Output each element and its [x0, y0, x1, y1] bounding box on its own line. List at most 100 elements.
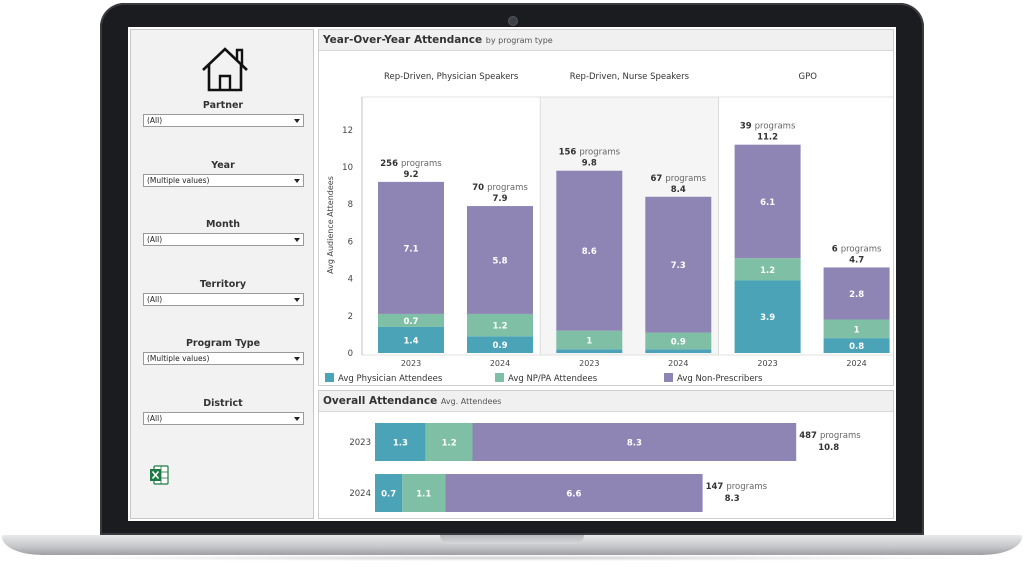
chevron-down-icon: [294, 238, 300, 242]
filter-sidebar: Partner (All) Year (Multiple values) Month (A…: [130, 29, 314, 519]
bar-total-label: 9.8: [582, 159, 597, 169]
program-count-value: 487: [799, 431, 817, 441]
x-tick-label: 2024: [490, 359, 510, 368]
hbar-segment-label: 6.6: [566, 490, 581, 500]
laptop-base: [2, 535, 1022, 555]
program-count-value: 70: [472, 183, 484, 193]
yoy-stacked-bar-chart: Rep-Driven, Physician Speakers Rep-Driven…: [325, 72, 893, 384]
program-count-label: 70 programs: [472, 183, 528, 193]
legend-entry: Avg Non-Prescribers: [677, 374, 763, 384]
bar-segment-nonprescriber: [467, 206, 533, 314]
bar-segment-nonprescriber: [556, 170, 623, 331]
bar-segment-physician: [823, 338, 890, 353]
y-tick-label: 10: [342, 163, 353, 173]
bar-segment-label: 5.8: [492, 257, 507, 267]
yoy-subtitle: by program type: [485, 36, 553, 45]
filter-select-month[interactable]: (All): [143, 233, 304, 246]
y-axis-label: Avg Audience Attendees: [326, 176, 335, 274]
filter-select-program-type[interactable]: (Multiple values): [143, 352, 304, 365]
program-count-label: 39 programs: [740, 122, 796, 132]
chart-panel-header: Rep-Driven, Nurse Speakers: [570, 72, 690, 82]
chart-panel-header: GPO: [799, 72, 818, 82]
hbar-total-label: 8.3: [725, 494, 740, 504]
row-year-label: 2024: [349, 489, 371, 499]
bar-segment-label: 1.2: [760, 266, 775, 276]
hbar-segment-nppa: [402, 474, 446, 512]
x-tick-label: 2024: [846, 359, 866, 368]
bar-segment-nonprescriber: [734, 144, 801, 259]
filter-select-value: (Multiple values): [147, 354, 210, 363]
legend-swatch: [325, 373, 334, 382]
x-tick-label: 2024: [668, 359, 688, 368]
y-tick-label: 0: [348, 349, 353, 359]
filter-label-program-type: Program Type: [185, 338, 261, 349]
program-count-value: 256: [380, 159, 398, 169]
bar-segment-label: 1.2: [492, 322, 507, 332]
filter-select-value: (Multiple values): [147, 176, 210, 185]
legend-entry: Avg NP/PA Attendees: [508, 374, 598, 384]
bar-segment-nonprescriber: [378, 181, 444, 314]
filter-label-month: Month: [205, 219, 241, 230]
program-count-value: 156: [559, 148, 577, 158]
bar-segment-label: 1.4: [403, 336, 418, 346]
bar-segment-nppa: [556, 330, 623, 350]
program-count-suffix: programs: [820, 431, 861, 441]
bar-segment-label: 1: [586, 336, 592, 346]
bar-segment-physician: [378, 326, 444, 353]
overall-title: Overall Attendance: [323, 395, 438, 407]
y-tick-label: 4: [348, 275, 353, 285]
program-count-value: 6: [832, 244, 838, 254]
overall-subtitle: Avg. Attendees: [440, 397, 502, 406]
program-count-label: 147 programs: [706, 482, 768, 492]
chevron-down-icon: [294, 298, 300, 302]
program-count-suffix: programs: [579, 148, 620, 158]
bar-segment-nppa: [823, 319, 890, 339]
home-icon[interactable]: [201, 46, 249, 92]
filter-label-year: Year: [211, 160, 235, 171]
hbar-segment-label: 0.7: [381, 490, 396, 500]
bar-segment-physician: [645, 349, 712, 353]
bar-segment-label: 0.9: [492, 341, 507, 351]
excel-export-icon[interactable]: [149, 465, 169, 485]
filter-select-district[interactable]: (All): [143, 412, 304, 425]
chart-panel-header: Rep-Driven, Physician Speakers: [384, 72, 519, 82]
bar-segment-nonprescriber: [823, 267, 890, 320]
bar-segment-nppa: [734, 258, 801, 281]
bar-segment-label: 0.7: [403, 317, 418, 327]
x-tick-label: 2023: [579, 359, 599, 368]
filter-select-value: (All): [147, 414, 163, 423]
hbar-segment-nppa: [425, 423, 473, 461]
bar-total-label: 11.2: [757, 133, 778, 143]
bar-segment-physician: [467, 336, 533, 353]
hbar-segment-label: 8.3: [627, 439, 642, 449]
bar-total-label: 7.9: [492, 194, 507, 204]
hbar-segment-nonprescriber: [472, 423, 797, 461]
bar-segment-physician: [556, 349, 623, 353]
overall-attendance-panel: Overall Attendance Avg. Attendees 2023 1.…: [318, 390, 894, 519]
bar-segment-nppa: [467, 313, 533, 337]
bar-segment-label: 6.1: [760, 198, 775, 208]
bar-segment-label: 1: [854, 325, 860, 335]
x-tick-label: 2023: [757, 359, 777, 368]
y-tick-label: 12: [342, 126, 353, 136]
hbar-segment-label: 1.3: [393, 439, 408, 449]
program-count-label: 156 programs: [559, 148, 621, 158]
bar-segment-label: 3.9: [760, 313, 775, 323]
bar-segment-physician: [734, 280, 801, 353]
bar-segment-nppa: [378, 313, 444, 327]
program-count-suffix: programs: [487, 183, 528, 193]
dashboard-screen: Partner (All) Year (Multiple values) Month (A…: [128, 27, 896, 521]
legend-swatch: [664, 373, 673, 382]
bar-segment-nonprescriber: [645, 196, 712, 333]
filter-select-territory[interactable]: (All): [143, 293, 304, 306]
hbar-segment-physician: [375, 474, 403, 512]
filter-label-territory: Territory: [199, 279, 247, 290]
bar-total-label: 4.7: [849, 255, 864, 265]
filter-label-district: District: [203, 398, 243, 409]
program-count-value: 39: [740, 122, 752, 132]
filter-select-partner[interactable]: (All): [143, 114, 304, 127]
bar-segment-label: 0.8: [849, 342, 864, 352]
filter-select-year[interactable]: (Multiple values): [143, 174, 304, 187]
program-count-value: 147: [706, 482, 724, 492]
hbar-segment-nonprescriber: [445, 474, 703, 512]
